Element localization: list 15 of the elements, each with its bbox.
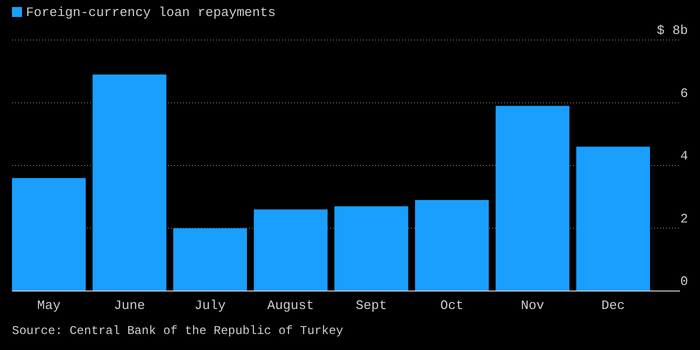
x-tick-label: Nov <box>520 298 544 313</box>
x-tick-label: Dec <box>601 298 625 313</box>
x-tick-label: June <box>114 298 146 313</box>
legend-label: Foreign-currency loan repayments <box>26 5 276 20</box>
y-tick-label: 6 <box>680 86 688 101</box>
x-tick-label: July <box>194 298 226 313</box>
x-tick-label: May <box>37 298 61 313</box>
y-tick-label: $ 8b <box>656 23 688 38</box>
x-tick-label: August <box>267 298 314 313</box>
x-tick-label: Sept <box>356 298 387 313</box>
y-tick-label: 0 <box>680 274 688 289</box>
y-tick-label: 4 <box>680 148 688 164</box>
source-note: Source: Central Bank of the Republic of Turkey <box>12 324 344 338</box>
x-tick-label: Oct <box>440 298 464 313</box>
y-tick-label: 2 <box>680 211 688 226</box>
